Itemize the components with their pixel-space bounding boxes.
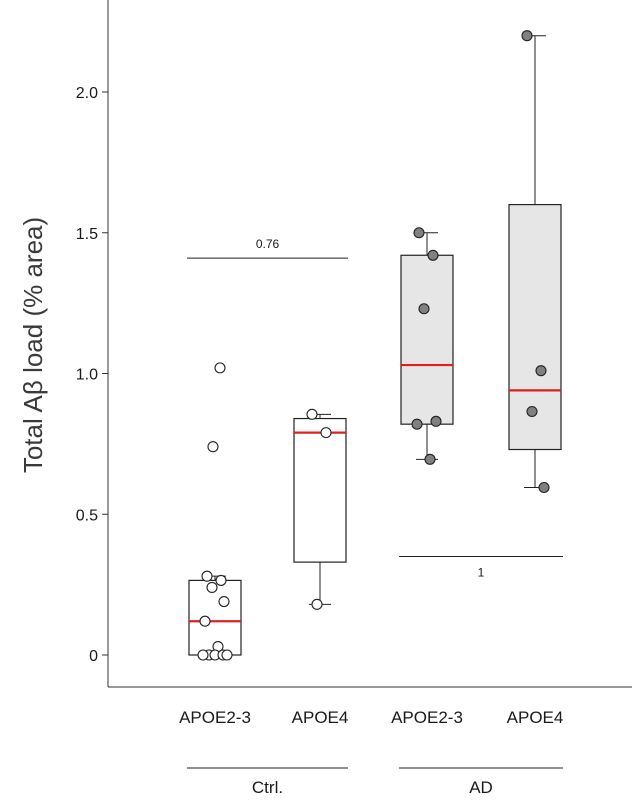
data-point [214,362,226,374]
data-point [311,598,323,610]
y-tick-label: 0.5 [76,507,98,524]
box-3 [508,30,562,494]
data-point [526,405,538,418]
data-point [320,427,332,439]
box-2 [400,227,454,465]
box-1 [293,408,347,610]
data-point [206,581,218,593]
group-labels: Ctrl. AD [187,767,563,797]
category-label: APOE4 [507,708,564,727]
data-point [306,408,318,420]
y-tick-label: 2.0 [76,85,98,102]
group-label: Ctrl. [252,778,283,797]
data-point [413,227,425,239]
y-axis-label: Total Aβ load (% area) [18,217,48,473]
box-rect [293,417,347,563]
data-point [418,303,430,315]
data-point [218,595,230,608]
data-point [411,418,423,430]
data-point [201,570,213,582]
data-point [215,574,227,586]
data-point [207,441,219,453]
data-point [538,481,550,494]
axes-frame [107,0,632,688]
box-0 [188,362,242,661]
category-label: APOE4 [292,708,349,727]
boxes [188,30,562,661]
data-point [535,365,547,377]
y-tick-label: 0 [89,648,98,665]
data-point [430,415,442,427]
annotation-label: 0.76 [256,237,280,251]
annotations: 0.76 1 [187,237,563,579]
box-rect [400,254,454,425]
data-point [424,453,436,465]
data-point [221,649,233,661]
y-ticks: 0 0.5 1.0 1.5 2.0 [76,85,108,665]
data-point [427,249,439,261]
data-point [197,649,209,661]
annotation-label: 1 [478,565,485,579]
group-label: AD [469,778,493,797]
y-tick-label: 1.0 [76,367,98,384]
category-labels: APOE2-3 APOE4 APOE2-3 APOE4 [179,708,563,727]
data-point [521,30,533,42]
data-point [199,615,211,627]
category-label: APOE2-3 [179,708,251,727]
category-label: APOE2-3 [391,708,463,727]
y-tick-label: 1.5 [76,226,98,243]
